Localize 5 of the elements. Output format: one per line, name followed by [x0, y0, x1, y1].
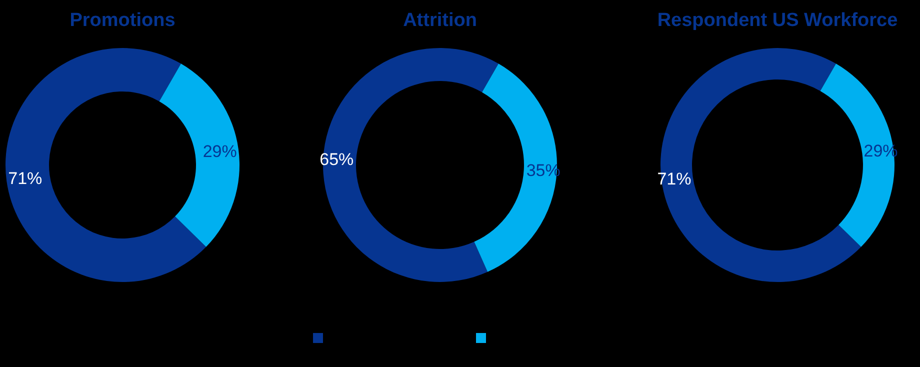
chart-title: Respondent US Workforce: [657, 10, 898, 31]
chart-title: Promotions: [70, 10, 176, 31]
chart-title: Attrition: [403, 10, 477, 31]
data-label: 29%: [202, 142, 237, 162]
data-label: 71%: [8, 168, 42, 188]
